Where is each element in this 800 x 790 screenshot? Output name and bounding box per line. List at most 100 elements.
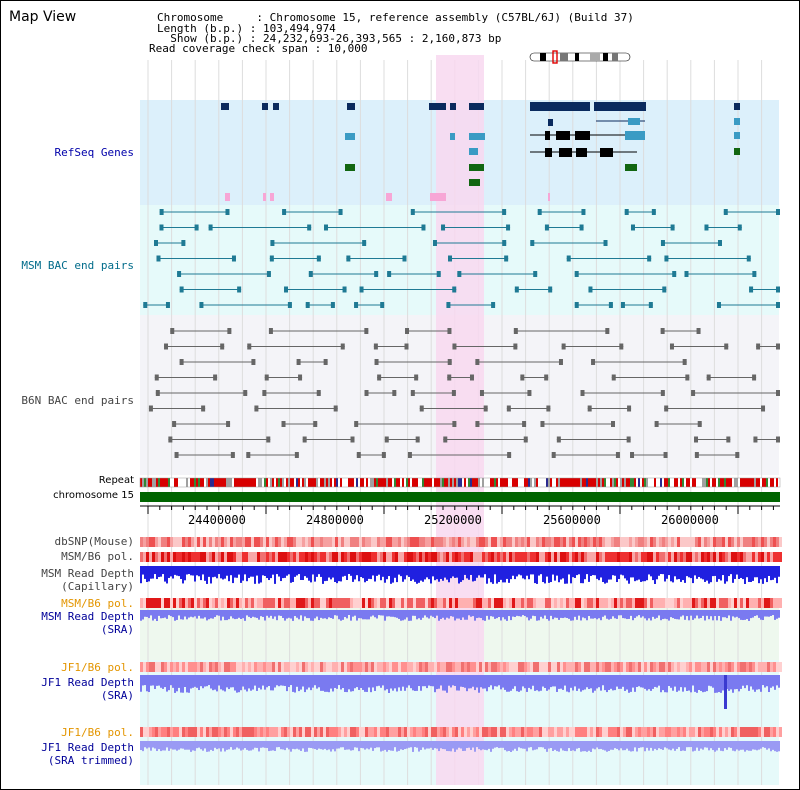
dbsnp-strip: [614, 537, 617, 547]
repeat-block: [700, 478, 702, 487]
jf1-b6-pol-strip: [503, 662, 506, 672]
jf1-depth-trimmed-bar: [622, 741, 624, 751]
track-label-jf1-depth-trimmed[interactable]: JF1 Read Depth: [41, 741, 134, 754]
jf1-b6-pol-strip: [665, 662, 668, 672]
msm-b6-pol-2-strip: [440, 598, 443, 608]
jf1-depth-bar: [490, 675, 492, 686]
b6n-bac-pair-end: [268, 328, 273, 334]
track-label-refseq[interactable]: RefSeq Genes: [54, 146, 134, 159]
gene-feature: [469, 148, 478, 155]
jf1-depth-trimmed-bar: [490, 741, 492, 752]
jf1-depth-trimmed-bar: [368, 741, 370, 750]
msm-b6-pol-strip: [173, 552, 176, 562]
msm-depth-capillary-bar: [208, 566, 210, 577]
msm-b6-pol-2-strip: [176, 598, 179, 608]
jf1-depth-bar: [142, 675, 144, 686]
repeat-block: [462, 478, 464, 487]
repeat-block: [490, 478, 492, 487]
repeat-block: [562, 478, 564, 487]
repeat-block: [360, 478, 362, 487]
msm-depth-capillary-bar: [234, 566, 236, 578]
jf1-b6-pol-2-strip: [665, 727, 668, 737]
jf1-depth-trimmed-bar: [384, 741, 386, 750]
jf1-depth-trimmed-bar: [276, 741, 278, 748]
msm-depth-sra-bar: [424, 610, 426, 616]
b6n-bac-pair-end: [452, 421, 457, 427]
dbsnp-strip: [269, 537, 272, 547]
jf1-depth-bar: [334, 675, 336, 688]
msm-depth-capillary-bar: [386, 566, 388, 580]
jf1-depth-trimmed-bar: [756, 741, 758, 751]
jf1-b6-pol-strip: [461, 662, 464, 672]
msm-depth-capillary-bar: [370, 566, 372, 580]
repeat-block: [660, 478, 662, 487]
track-label-jf1-b6-pol[interactable]: JF1/B6 pol.: [61, 661, 134, 674]
track-label-msm-depth-capillary[interactable]: MSM Read Depth: [41, 567, 134, 580]
jf1-depth-trimmed-bar: [422, 741, 424, 748]
jf1-b6-pol-2-strip: [248, 727, 251, 737]
msm-b6-pol-strip: [149, 552, 152, 562]
jf1-b6-pol-2-strip: [143, 727, 146, 737]
msm-b6-pol-2-strip: [407, 598, 410, 608]
jf1-depth-bar: [604, 675, 606, 691]
msm-depth-sra-bar: [578, 610, 580, 616]
msm-depth-capillary-bar: [532, 566, 534, 575]
jf1-depth-trimmed-bar: [770, 741, 772, 752]
msm-depth-capillary-bar: [398, 566, 400, 575]
track-label-msm-depth-sra[interactable]: MSM Read Depth: [41, 610, 134, 623]
msm-b6-pol-strip: [620, 552, 623, 562]
msm-b6-pol-strip: [374, 552, 377, 562]
jf1-b6-pol-2-strip: [188, 727, 191, 737]
msm-depth-sra-bar: [750, 610, 752, 619]
jf1-b6-pol-strip: [527, 662, 530, 672]
track-label-jf1-depth[interactable]: JF1 Read Depth: [41, 676, 134, 689]
jf1-depth-bar: [552, 675, 554, 687]
msm-bac-pair-end: [457, 271, 462, 277]
jf1-depth-bar: [472, 675, 474, 687]
jf1-depth-bar: [612, 675, 614, 691]
msm-b6-pol-2-strip: [143, 598, 146, 608]
msm-depth-capillary-bar: [696, 566, 698, 579]
msm-b6-pol-strip: [563, 552, 566, 562]
track-label-dbsnp[interactable]: dbSNP(Mouse): [54, 535, 134, 548]
jf1-b6-pol-2-strip: [146, 727, 149, 737]
msm-b6-pol-2-strip: [173, 598, 176, 608]
jf1-depth-trimmed-bar: [716, 741, 718, 751]
msm-bac-pair-end: [380, 302, 385, 308]
msm-depth-capillary-bar: [356, 566, 358, 576]
jf1-depth-bar: [474, 675, 476, 691]
msm-b6-pol-2-strip: [626, 598, 629, 608]
track-label-jf1-b6-pol-2[interactable]: JF1/B6 pol.: [61, 726, 134, 739]
msm-depth-capillary-bar: [300, 566, 302, 580]
ruler-tick-label: 25600000: [543, 513, 601, 527]
msm-bac-pair-end: [159, 224, 164, 231]
track-label-b6n-bac[interactable]: B6N BAC end pairs: [21, 394, 134, 407]
jf1-b6-pol-2-strip: [233, 727, 236, 737]
jf1-b6-pol-strip: [590, 662, 593, 672]
jf1-depth-trimmed-bar: [474, 741, 476, 752]
jf1-b6-pol-strip: [323, 662, 326, 672]
track-label-msm-b6-pol-2[interactable]: MSM/B6 pol.: [61, 597, 134, 610]
msm-depth-capillary-bar: [574, 566, 576, 578]
msm-depth-sra-bar: [224, 610, 226, 621]
track-label-msm-b6-pol[interactable]: MSM/B6 pol.: [61, 550, 134, 563]
jf1-depth-bar: [448, 675, 450, 686]
msm-depth-sra-bar: [724, 610, 726, 618]
repeat-block: [350, 478, 352, 487]
jf1-depth-trimmed-bar: [328, 741, 330, 750]
jf1-depth-trimmed-bar: [416, 741, 418, 748]
msm-depth-capillary-bar: [352, 566, 354, 582]
jf1-b6-pol-2-strip: [212, 727, 215, 737]
msm-b6-pol-strip: [470, 552, 473, 562]
repeat-block: [286, 478, 288, 487]
msm-depth-capillary-bar: [528, 566, 530, 580]
track-label-msm-bac[interactable]: MSM BAC end pairs: [21, 259, 134, 272]
msm-depth-sra-bar: [332, 610, 334, 619]
jf1-depth-trimmed-bar: [510, 741, 512, 752]
jf1-b6-pol-2-strip: [713, 727, 716, 737]
jf1-b6-pol-2-strip: [239, 727, 242, 737]
msm-depth-capillary-bar: [346, 566, 348, 581]
dbsnp-strip: [776, 537, 779, 547]
msm-depth-sra-bar: [212, 610, 214, 619]
